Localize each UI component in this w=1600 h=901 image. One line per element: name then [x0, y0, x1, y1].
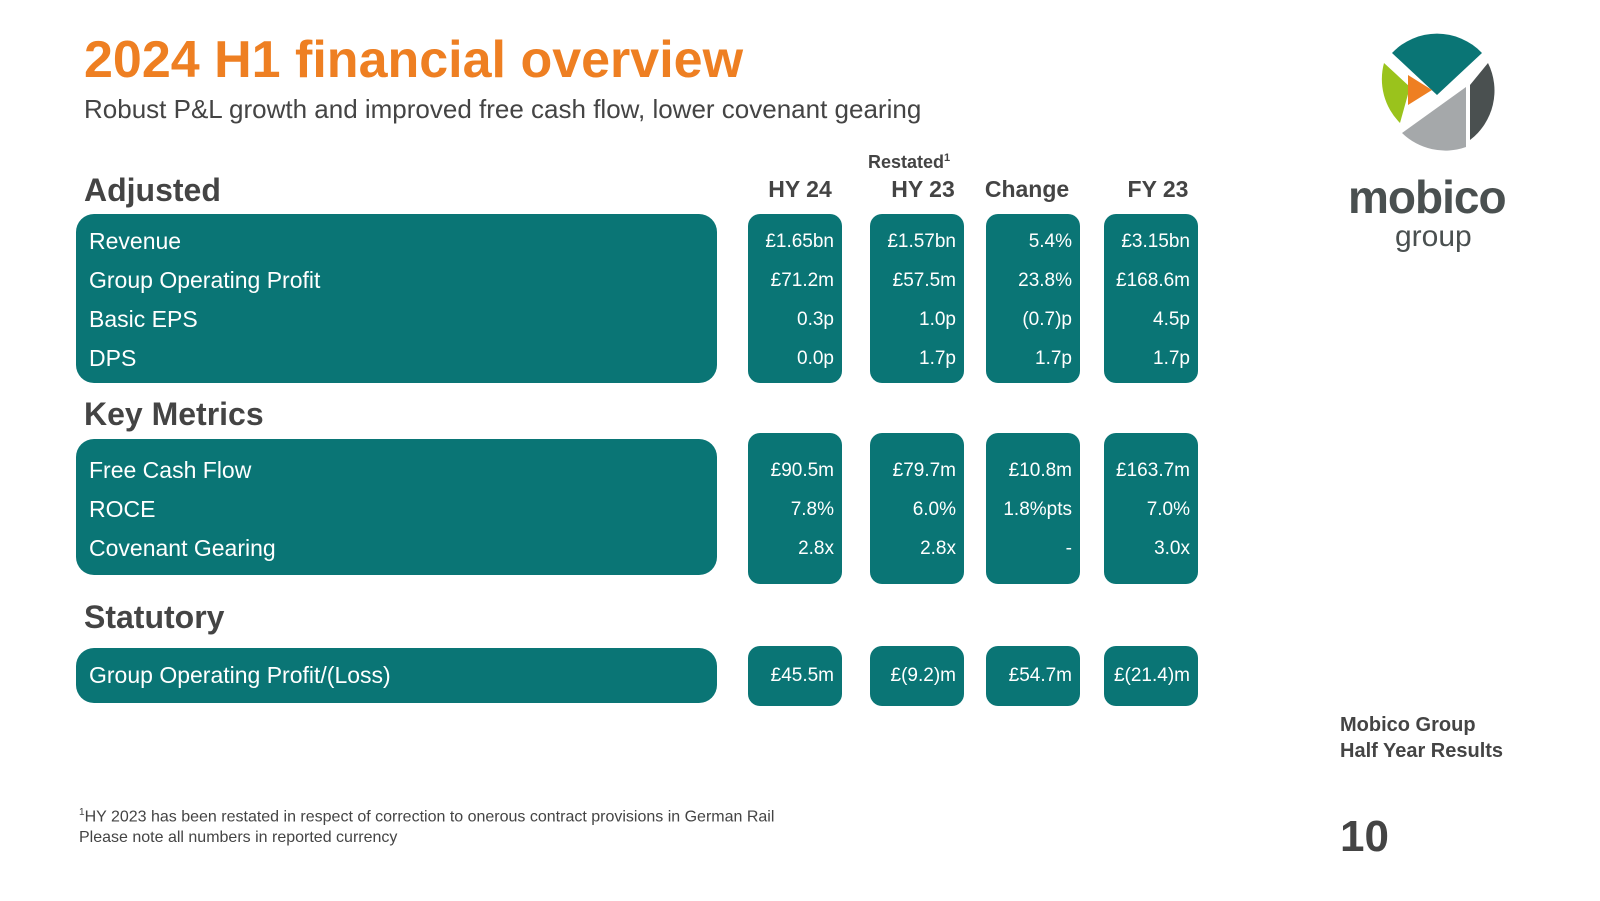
- row-value: £90.5m: [770, 460, 834, 481]
- value-box: £163.7m 7.0% 3.0x: [1104, 433, 1198, 584]
- row-value: 4.5p: [1153, 309, 1190, 330]
- row-value: 1.7p: [919, 348, 956, 369]
- row-value: £168.6m: [1116, 270, 1190, 291]
- value-box: £79.7m 6.0% 2.8x: [870, 433, 964, 584]
- value-box: £3.15bn £168.6m 4.5p 1.7p: [1104, 214, 1198, 383]
- column-header: HY 23: [891, 176, 955, 202]
- value-box: £(21.4)m: [1104, 646, 1198, 706]
- label-box: Group Operating Profit/(Loss): [76, 648, 717, 703]
- row-label: Revenue: [89, 228, 182, 254]
- value-box: £90.5m 7.8% 2.8x: [748, 433, 842, 584]
- row-value: 1.8%pts: [1003, 499, 1072, 520]
- row-value: 0.3p: [797, 309, 834, 330]
- value-box: 5.4% 23.8% (0.7)p 1.7p: [986, 214, 1080, 383]
- sidebar-line: Mobico Group: [1340, 714, 1476, 736]
- value-box: £1.57bn £57.5m 1.0p 1.7p: [870, 214, 964, 383]
- row-value: £71.2m: [770, 270, 834, 291]
- row-value: £79.7m: [892, 460, 956, 481]
- value-box: £54.7m: [986, 646, 1080, 706]
- row-value: (0.7)p: [1022, 309, 1072, 330]
- row-value: £(21.4)m: [1113, 665, 1190, 686]
- row-value: 6.0%: [912, 499, 956, 520]
- logo-name: mobico: [1348, 171, 1507, 223]
- column-header: HY 24: [768, 176, 832, 202]
- row-value: 2.8x: [798, 538, 834, 559]
- row-value: 7.8%: [790, 499, 834, 520]
- footnote-mark: 1: [79, 807, 85, 818]
- label-box: Free Cash Flow ROCE Covenant Gearing: [76, 439, 717, 575]
- row-label: Covenant Gearing: [89, 535, 276, 561]
- row-value: £163.7m: [1116, 460, 1190, 481]
- subtitle: Robust P&L growth and improved free cash…: [84, 94, 922, 124]
- column-header: Change: [984, 176, 1070, 202]
- row-label: Group Operating Profit/(Loss): [89, 662, 391, 688]
- logo-mark: [1381, 33, 1495, 151]
- row-value: 1.0p: [919, 309, 956, 330]
- row-value: £1.57bn: [887, 231, 956, 252]
- value-box: £1.65bn £71.2m 0.3p 0.0p: [748, 214, 842, 383]
- sidebar-line: Half Year Results: [1340, 740, 1504, 762]
- column-header: FY 23: [1127, 176, 1189, 202]
- row-value: £57.5m: [892, 270, 956, 291]
- footnote: Please note all numbers in reported curr…: [79, 829, 398, 846]
- row-label: DPS: [89, 345, 137, 371]
- row-label: Basic EPS: [89, 306, 198, 332]
- row-value: £3.15bn: [1121, 231, 1190, 252]
- footnote-mark: 1: [944, 152, 951, 164]
- footnote-text: HY 2023 has been restated in respect of …: [84, 808, 775, 826]
- row-label: Group Operating Profit: [89, 267, 321, 293]
- label-box: Revenue Group Operating Profit Basic EPS DP…: [76, 214, 717, 383]
- row-value: £45.5m: [770, 665, 834, 686]
- logo-sub: group: [1395, 220, 1472, 253]
- value-box: £(9.2)m: [870, 646, 964, 706]
- row-value: 23.8%: [1018, 270, 1072, 291]
- restated-note: Restated1: [868, 152, 950, 173]
- row-value: 1.7p: [1153, 348, 1190, 369]
- value-box: £45.5m: [748, 646, 842, 706]
- row-value: 2.8x: [920, 538, 956, 559]
- value-box: £10.8m 1.8%pts -: [986, 433, 1080, 584]
- restated-text: Restated: [868, 152, 945, 172]
- row-value: -: [1065, 538, 1072, 559]
- page-number: 10: [1340, 812, 1389, 861]
- section-title: Adjusted: [84, 172, 221, 208]
- row-value: 0.0p: [797, 348, 834, 369]
- row-value: 1.7p: [1035, 348, 1072, 369]
- row-label: Free Cash Flow: [89, 457, 252, 483]
- row-value: £(9.2)m: [890, 665, 956, 686]
- row-label: ROCE: [89, 496, 156, 522]
- row-value: 3.0x: [1154, 538, 1190, 559]
- section-title: Statutory: [84, 599, 225, 635]
- row-value: £10.8m: [1008, 460, 1072, 481]
- section-title: Key Metrics: [84, 396, 264, 432]
- row-value: £1.65bn: [765, 231, 834, 252]
- row-value: 5.4%: [1028, 231, 1072, 252]
- row-value: 7.0%: [1146, 499, 1190, 520]
- footnote: 1HY 2023 has been restated in respect of…: [79, 807, 774, 826]
- row-value: £54.7m: [1008, 665, 1072, 686]
- title: 2024 H1 financial overview: [84, 31, 744, 89]
